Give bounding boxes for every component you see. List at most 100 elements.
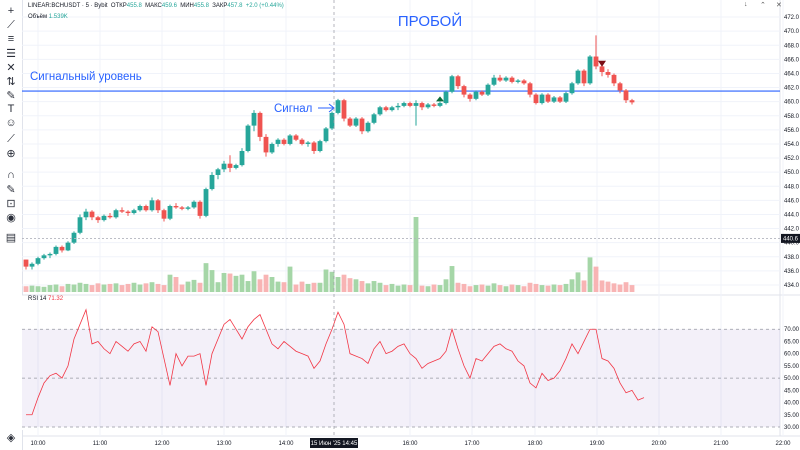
candle-body: [365, 122, 371, 132]
volume-bar: [53, 284, 59, 292]
close-icon[interactable]: ✕: [776, 2, 782, 9]
candle-body: [587, 56, 593, 84]
rsi-tick-label: 60.00: [784, 352, 800, 358]
trend-line-icon[interactable]: ⟋: [7, 18, 15, 31]
candle: [467, 93, 473, 102]
rsi-tick-label: 45.00: [784, 388, 800, 394]
volume-bar: [401, 284, 407, 292]
volume-bar: [77, 282, 83, 292]
candle: [551, 96, 557, 104]
candle-body: [569, 83, 575, 94]
volume-bar: [569, 279, 575, 292]
candle: [383, 105, 389, 112]
price-tick-label: 436.0: [784, 269, 800, 275]
rsi-tick-label: 65.00: [784, 339, 800, 345]
maximize-icon[interactable]: ⌃: [760, 2, 766, 9]
candle-body: [401, 103, 407, 106]
candle: [65, 241, 71, 252]
text-icon[interactable]: T: [7, 103, 15, 115]
trash-icon[interactable]: ▤: [5, 231, 17, 244]
symbol-label[interactable]: LINEAR:BCHUSDT · 5 · Bybit: [28, 3, 108, 9]
candle: [419, 101, 425, 111]
candle: [539, 93, 545, 105]
price-tick-label: 470.0: [784, 29, 800, 35]
price-tick-label: 458.0: [784, 114, 800, 120]
candle: [71, 231, 77, 245]
candle-body: [485, 84, 491, 95]
price-tick-label: 438.0: [784, 255, 800, 261]
volume-bar: [161, 285, 167, 292]
magnet-icon[interactable]: ∩: [7, 169, 15, 181]
time-tick-label: 13:00: [216, 441, 232, 447]
candle-body: [77, 217, 83, 233]
rsi-tick-label: 40.00: [784, 401, 800, 407]
zoom-icon[interactable]: ⊕: [6, 147, 16, 160]
emoji-icon[interactable]: ☺: [5, 117, 17, 129]
candle-body: [545, 94, 551, 102]
volume-bar: [29, 285, 35, 292]
candle-body: [605, 72, 611, 75]
volume-bar: [203, 263, 209, 292]
fib-icon[interactable]: ☰: [6, 47, 16, 60]
volume-bar: [413, 217, 419, 292]
candle-body: [179, 207, 185, 209]
candle: [485, 83, 491, 97]
price-tick-label: 472.0: [784, 15, 800, 21]
candle-body: [407, 103, 413, 106]
candle-body: [101, 215, 107, 221]
time-tick-label: 16:00: [402, 441, 418, 447]
price-tick-label: 462.0: [784, 86, 800, 92]
volume-bar: [611, 283, 617, 292]
ruler-icon[interactable]: ⟋: [7, 132, 15, 145]
volume-bar: [101, 284, 107, 292]
candle-body: [617, 83, 623, 91]
layers-icon[interactable]: ◈: [6, 431, 16, 444]
candle-body: [125, 211, 131, 214]
volume-bar: [419, 285, 425, 292]
volume-bar: [275, 281, 281, 292]
candle: [533, 93, 539, 105]
candle: [191, 200, 197, 209]
candle-body: [233, 165, 239, 168]
crosshair-icon[interactable]: +: [7, 5, 15, 17]
lock-icon[interactable]: ⊡: [6, 197, 16, 210]
chevron-down-icon[interactable]: ↓: [744, 1, 748, 8]
pattern-icon[interactable]: ✕: [6, 61, 16, 74]
volume-bar: [617, 284, 623, 292]
candle-body: [473, 91, 479, 99]
volume-bar: [137, 284, 143, 292]
candle: [173, 203, 179, 209]
candle-body: [29, 263, 35, 267]
volume-bar: [35, 286, 41, 292]
candle: [503, 76, 509, 82]
lock-drawings-icon[interactable]: ✎: [6, 183, 16, 196]
candle: [269, 142, 275, 154]
volume-bar: [245, 281, 251, 292]
candle: [185, 205, 191, 211]
candle-body: [551, 97, 557, 102]
eye-icon[interactable]: ◉: [6, 211, 16, 224]
candle-body: [71, 232, 77, 243]
candle-body: [311, 142, 317, 151]
candle-body: [437, 103, 443, 106]
volume-bar: [425, 286, 431, 292]
candle-body: [239, 151, 245, 166]
brush-icon[interactable]: ✎: [6, 89, 16, 102]
candle: [125, 210, 131, 216]
candle: [617, 81, 623, 94]
candle: [89, 210, 95, 221]
candle: [365, 121, 371, 133]
candle: [257, 111, 263, 142]
forecast-icon[interactable]: ⇅: [6, 75, 16, 88]
candle: [35, 256, 41, 266]
horizontal-lines-icon[interactable]: ≡: [7, 33, 15, 45]
volume-bar: [383, 285, 389, 292]
price-tick-label: 466.0: [784, 57, 800, 63]
candle: [341, 98, 347, 122]
candle-body: [269, 143, 275, 153]
volume-bar: [347, 278, 353, 292]
last-price-label: 440.6: [783, 236, 799, 242]
candle-body: [533, 94, 539, 104]
volume-bar: [47, 285, 53, 292]
